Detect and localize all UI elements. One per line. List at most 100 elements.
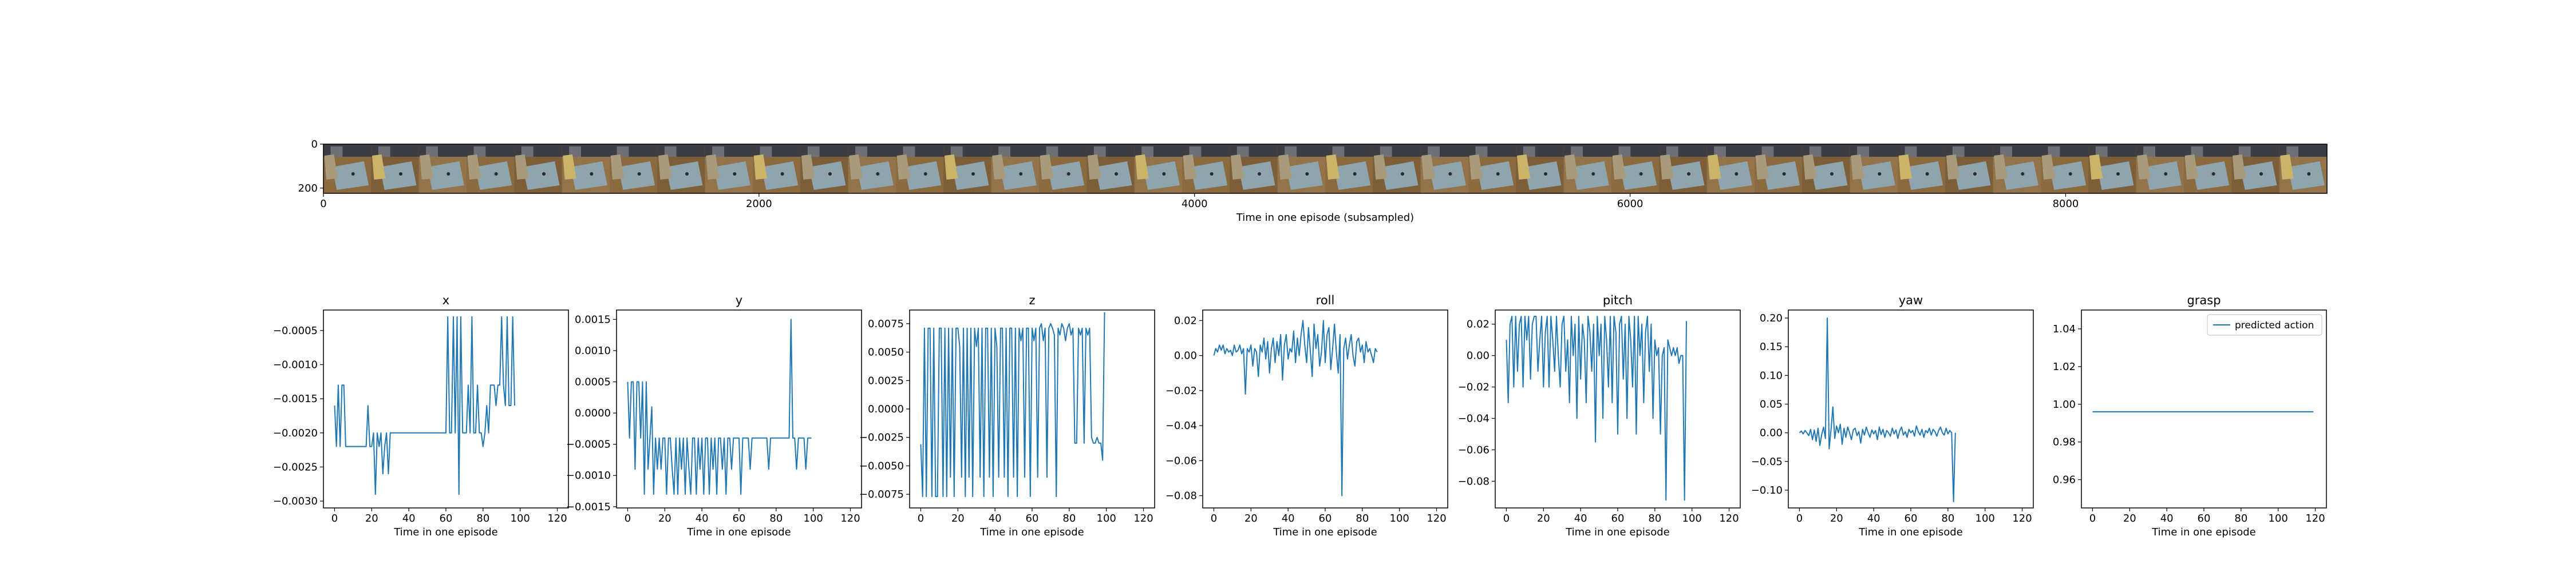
chart-y: 0 20 40 60 80 100 120 0.0015 0.0010 0.0005 0.0000 −… [566,293,862,538]
y-tick-label: 1.02 [2053,361,2076,373]
x-tick-label: 0 [331,513,338,525]
frame-thumbnail [371,144,420,193]
x-tick-label: 0 [625,513,631,525]
chart-grid: 0 20 40 60 80 100 120 −0.0005 −0.0010 −0.0015 −0.0… [273,293,2327,538]
y-tick-label: 0.00 [1467,350,1490,362]
y-tick-label: −0.08 [1165,490,1197,502]
x-tick-label: 60 [733,513,746,525]
frame-thumbnail [2088,144,2137,193]
x-tick-label: 60 [440,513,453,525]
frame-thumbnail [1182,144,1230,193]
y-tick-label: 0.00 [1760,427,1783,439]
y-tick-label: −0.0010 [566,470,611,482]
x-tick-label: 20 [951,513,965,525]
x-axis-label: Time in one episode [2151,526,2256,538]
frame-thumbnail [1755,144,1803,193]
y-tick-label: 0.0010 [575,345,611,357]
x-tick-label: 20 [2123,513,2136,525]
y-tick-label: −0.10 [1751,484,1783,496]
y-tick-label: −0.0075 [859,488,904,500]
x-tick-label: 120 [2305,513,2325,525]
frame-thumbnail [1563,144,1612,193]
frame-thumbnail [2136,144,2184,193]
frame-thumbnail [896,144,944,193]
y-tick-label: −0.0015 [273,393,318,405]
y-tick-label: 0.96 [2053,474,2076,486]
chart-pitch: 0 20 40 60 80 100 120 0.02 0.00 −0.02 −0.04 −0.06 −0… [1458,293,1741,538]
series-line [627,319,812,495]
x-tick-label: 40 [696,513,709,525]
x-tick-label: 100 [511,513,530,525]
y-tick-label: −0.05 [1751,456,1783,468]
x-tick-label: 20 [658,513,671,525]
x-tick-label: 80 [1062,513,1076,525]
x-tick-label: 40 [2160,513,2174,525]
chart-yaw: 0 20 40 60 80 100 120 0.20 0.15 0.10 0.05 0.00 −0.05… [1751,293,2034,538]
frame-thumbnail [514,144,563,193]
chart-title: yaw [1899,293,1923,307]
strip-x-tick-label: 0 [320,198,326,210]
x-tick-label: 100 [804,513,823,525]
frame-thumbnail [2231,144,2280,193]
x-tick-label: 0 [2089,513,2096,525]
y-tick-label: 1.04 [2053,323,2076,335]
x-tick-label: 120 [1719,513,1739,525]
frame-thumbnail [705,144,753,193]
y-tick-label: 0.20 [1760,312,1783,324]
chart-z: 0 20 40 60 80 100 120 0.0075 0.0050 0.0025 0.0000 −… [859,293,1155,538]
chart-title: z [1029,293,1035,307]
legend-label: predicted action [2235,320,2314,331]
x-tick-label: 20 [1244,513,1258,525]
x-tick-label: 120 [547,513,567,525]
x-tick-label: 80 [1648,513,1661,525]
y-tick-label: 0.0075 [868,318,904,330]
y-tick-label: 0.98 [2053,436,2076,448]
y-tick-label: −0.0020 [273,427,318,439]
frame-thumbnail [1277,144,1326,193]
frame-thumbnail [1086,144,1135,193]
strip-y-tick-label: 200 [298,182,318,194]
y-tick-label: 0.10 [1760,370,1783,382]
frame-thumbnail [2184,144,2232,193]
y-tick-label: 0.0005 [575,376,611,388]
y-tick-label: −0.0025 [859,432,904,444]
y-tick-label: 0.00 [1174,350,1197,362]
x-tick-label: 80 [769,513,783,525]
y-tick-label: −0.0005 [566,439,611,451]
frame-thumbnail [1611,144,1660,193]
y-tick-label: −0.04 [1165,420,1197,432]
strip-x-axis-label: Time in one episode (subsampled) [1236,212,1414,224]
y-tick-label: −0.0005 [273,325,318,337]
x-tick-label: 60 [1611,513,1625,525]
legend: predicted action [2207,314,2322,336]
x-tick-label: 40 [989,513,1002,525]
frame-thumbnail [1945,144,1994,193]
x-tick-label: 20 [365,513,378,525]
strip-x-tick-label: 2000 [746,198,772,210]
frame-thumbnail [1898,144,1946,193]
frame-thumbnail [418,144,467,193]
x-tick-label: 0 [1211,513,1217,525]
frame-thumbnail [753,144,801,193]
x-tick-label: 120 [840,513,860,525]
frame-thumbnail [610,144,658,193]
x-tick-label: 0 [1796,513,1803,525]
x-tick-label: 120 [2012,513,2032,525]
y-tick-label: −0.0025 [273,461,318,473]
y-tick-label: 0.0025 [868,375,904,387]
y-tick-label: −0.02 [1165,385,1197,397]
x-tick-label: 100 [1097,513,1116,525]
y-tick-label: 0.0000 [575,407,611,419]
y-tick-label: 0.05 [1760,398,1783,410]
x-tick-label: 60 [1905,513,1918,525]
series-line [920,312,1105,498]
x-axis-label: Time in one episode [686,526,791,538]
frame-thumbnail [943,144,992,193]
x-axis-label: Time in one episode [1565,526,1670,538]
chart-title: x [442,293,449,307]
series-line [1799,317,1956,502]
frame-thumbnail [1039,144,1087,193]
frame-thumbnail [1134,144,1183,193]
x-axis-label: Time in one episode [1273,526,1377,538]
frame-thumbnail [1516,144,1564,193]
